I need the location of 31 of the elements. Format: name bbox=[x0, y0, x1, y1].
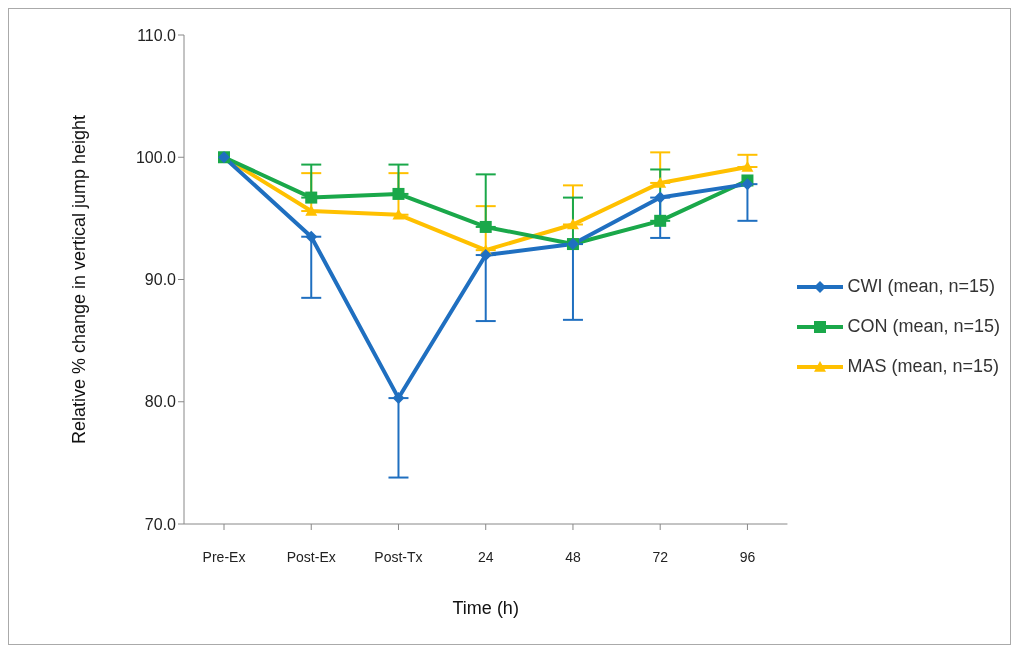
y-axis-title: Relative % change in vertical jump height bbox=[69, 114, 90, 445]
point bbox=[566, 218, 579, 230]
point bbox=[392, 392, 405, 405]
point bbox=[305, 191, 318, 204]
point bbox=[654, 176, 667, 188]
y-tick-label: 70.0 bbox=[144, 515, 177, 533]
x-tick-label: Post-Ex bbox=[286, 548, 336, 565]
y-tick-label: 100.0 bbox=[135, 148, 177, 166]
point bbox=[741, 161, 754, 172]
point bbox=[305, 230, 318, 243]
legend-label: CWI (mean, n=15) bbox=[847, 276, 995, 297]
point bbox=[479, 249, 492, 262]
point bbox=[305, 205, 318, 216]
y-tick-label: 80.0 bbox=[144, 393, 177, 411]
point bbox=[392, 208, 405, 220]
y-tick-label: 110.0 bbox=[137, 26, 177, 44]
x-tick-label: Pre-Ex bbox=[202, 548, 246, 565]
y-tick-label: 90.0 bbox=[144, 271, 177, 289]
point bbox=[654, 191, 667, 204]
legend-label: CON (mean, n=15) bbox=[847, 316, 1000, 337]
x-tick-label: 24 bbox=[477, 548, 494, 565]
x-axis-title: Time (h) bbox=[452, 598, 519, 618]
x-tick-label: 96 bbox=[739, 548, 756, 565]
x-tick-label: Post-Tx bbox=[374, 548, 423, 565]
point bbox=[741, 178, 754, 191]
x-tick-label: 72 bbox=[652, 548, 669, 565]
point bbox=[392, 187, 405, 200]
point bbox=[654, 214, 667, 227]
legend-label: MAS (mean, n=15) bbox=[847, 356, 1000, 377]
x-tick-label: 48 bbox=[565, 548, 581, 565]
point bbox=[479, 220, 492, 233]
